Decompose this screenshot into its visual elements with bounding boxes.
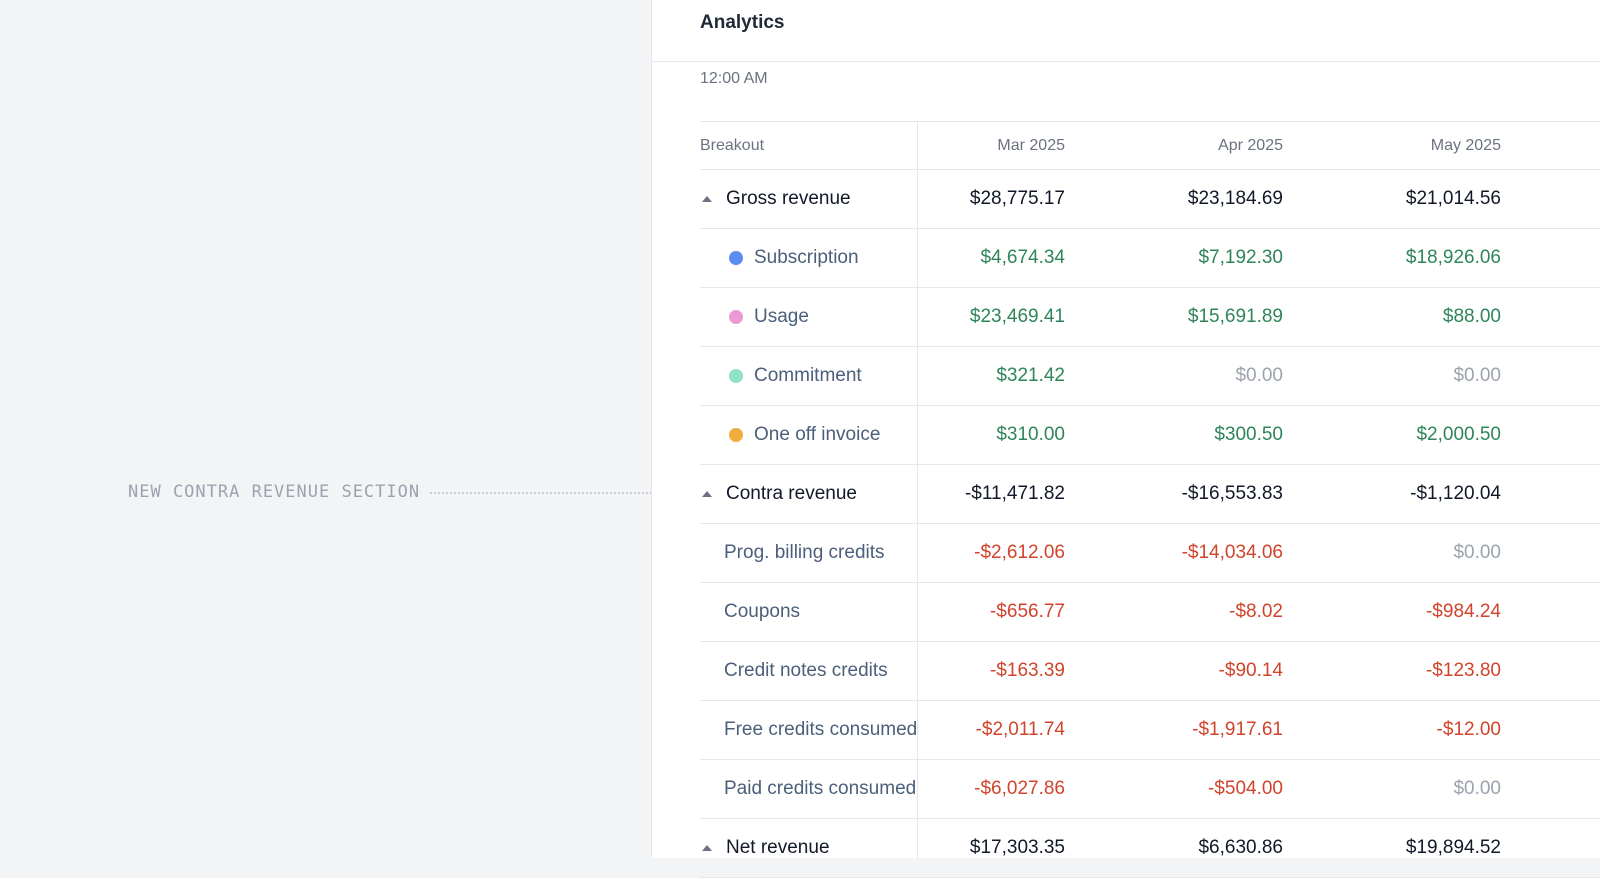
table-row: Coupons -$656.77 -$8.02 -$984.24 [700,583,1600,642]
row-label: One off invoice [700,406,880,464]
table-header-row: Breakout Mar 2025 Apr 2025 May 2025 [700,122,1600,170]
row-label-text: Gross revenue [726,188,851,209]
row-label: Gross revenue [700,170,851,228]
analytics-panel: Analytics 12:00 AM Breakout Mar 2025 Apr… [651,0,1600,878]
row-label: Free credits consumed [700,701,917,759]
row-label: Usage [700,288,809,346]
series-color-dot-icon [729,369,743,383]
table-row: One off invoice $310.00 $300.50 $2,000.50 [700,406,1600,465]
table-row: Prog. billing credits -$2,612.06 -$14,034.… [700,524,1600,583]
value-cell: -$504.00 [1207,778,1283,799]
row-label: Commitment [700,347,862,405]
row-label-text: Prog. billing credits [724,542,885,563]
row-label-text: Credit notes credits [724,660,888,681]
value-cell: $4,674.34 [980,247,1065,268]
value-cell: -$12.00 [1436,719,1501,740]
table-row[interactable]: Contra revenue -$11,471.82 -$16,553.83 -$1,… [700,465,1600,524]
value-cell: $321.42 [996,365,1065,386]
collapse-caret-icon[interactable] [702,845,712,851]
value-cell: $0.00 [1453,542,1501,563]
value-cell: $0.00 [1453,365,1501,386]
table-row: Credit notes credits -$163.39 -$90.14 -$123… [700,642,1600,701]
table-body: Gross revenue $28,775.17 $23,184.69 $21,014… [700,170,1600,878]
panel-title: Analytics [700,12,785,33]
annotation-label: NEW CONTRA REVENUE SECTION [128,482,421,502]
breakout-header[interactable]: Breakout [700,136,765,154]
table-row: Subscription $4,674.34 $7,192.30 $18,926.06 [700,229,1600,288]
series-color-dot-icon [729,428,743,442]
panel-header: Analytics [652,0,1600,62]
row-label-text: Coupons [724,601,801,622]
row-label-text: Usage [754,306,809,327]
value-cell: -$16,553.83 [1181,483,1283,504]
left-pane: NEW CONTRA REVENUE SECTION [0,0,692,858]
row-label: Prog. billing credits [700,524,885,582]
value-cell: -$1,917.61 [1192,719,1283,740]
value-cell: -$2,612.06 [974,542,1065,563]
value-cell: -$656.77 [989,601,1065,622]
table-row[interactable]: Net revenue $17,303.35 $6,630.86 $19,894.52 [700,819,1600,878]
collapse-caret-icon[interactable] [702,196,712,202]
value-cell: $23,184.69 [1187,188,1283,209]
value-cell: -$163.39 [989,660,1065,681]
value-cell: $88.00 [1442,306,1501,327]
row-label-text: Net revenue [726,837,830,858]
row-label-text: Free credits consumed [724,719,918,740]
table-row: Paid credits consumed -$6,027.86 -$504.00 $… [700,760,1600,819]
value-cell: -$14,034.06 [1181,542,1283,563]
value-cell: $23,469.41 [969,306,1065,327]
table-row[interactable]: Gross revenue $28,775.17 $23,184.69 $21,014… [700,170,1600,229]
table-row: Free credits consumed -$2,011.74 -$1,917.6… [700,701,1600,760]
revenue-table: Breakout Mar 2025 Apr 2025 May 2025 Gros… [700,121,1600,878]
row-label-text: Subscription [754,247,859,268]
row-label-text: One off invoice [754,424,881,445]
value-cell: -$984.24 [1425,601,1501,622]
value-cell: $17,303.35 [969,837,1065,858]
table-row: Usage $23,469.41 $15,691.89 $88.00 [700,288,1600,347]
table-row: Commitment $321.42 $0.00 $0.00 [700,347,1600,406]
row-label: Net revenue [700,819,830,877]
value-cell: $0.00 [1235,365,1283,386]
value-cell: -$1,120.04 [1410,483,1501,504]
series-color-dot-icon [729,310,743,324]
column-header-may-2025[interactable]: May 2025 [1430,136,1501,154]
value-cell: $19,894.52 [1405,837,1501,858]
collapse-caret-icon[interactable] [702,491,712,497]
value-cell: $7,192.30 [1198,247,1283,268]
value-cell: -$6,027.86 [974,778,1065,799]
value-cell: -$2,011.74 [975,719,1065,740]
row-label-text: Contra revenue [726,483,857,504]
row-label-text: Paid credits consumed [724,778,917,799]
row-label: Credit notes credits [700,642,888,700]
column-header-apr-2025[interactable]: Apr 2025 [1218,136,1283,154]
row-label: Coupons [700,583,800,641]
timestamp: 12:00 AM [700,70,768,87]
series-color-dot-icon [729,251,743,265]
value-cell: -$8.02 [1229,601,1283,622]
annotation-connector [430,492,692,494]
value-cell: $0.00 [1453,778,1501,799]
value-cell: $15,691.89 [1187,306,1283,327]
row-label-text: Commitment [754,365,862,386]
row-label: Subscription [700,229,859,287]
value-cell: $6,630.86 [1198,837,1283,858]
value-cell: $310.00 [996,424,1065,445]
value-cell: $300.50 [1214,424,1283,445]
value-cell: -$123.80 [1425,660,1501,681]
row-label: Paid credits consumed [700,760,916,818]
column-header-mar-2025[interactable]: Mar 2025 [997,136,1065,154]
value-cell: -$90.14 [1218,660,1283,681]
value-cell: -$11,471.82 [964,483,1065,504]
value-cell: $18,926.06 [1405,247,1501,268]
column-divider [917,121,918,858]
value-cell: $21,014.56 [1405,188,1501,209]
value-cell: $2,000.50 [1416,424,1501,445]
value-cell: $28,775.17 [969,188,1065,209]
row-label: Contra revenue [700,465,857,523]
